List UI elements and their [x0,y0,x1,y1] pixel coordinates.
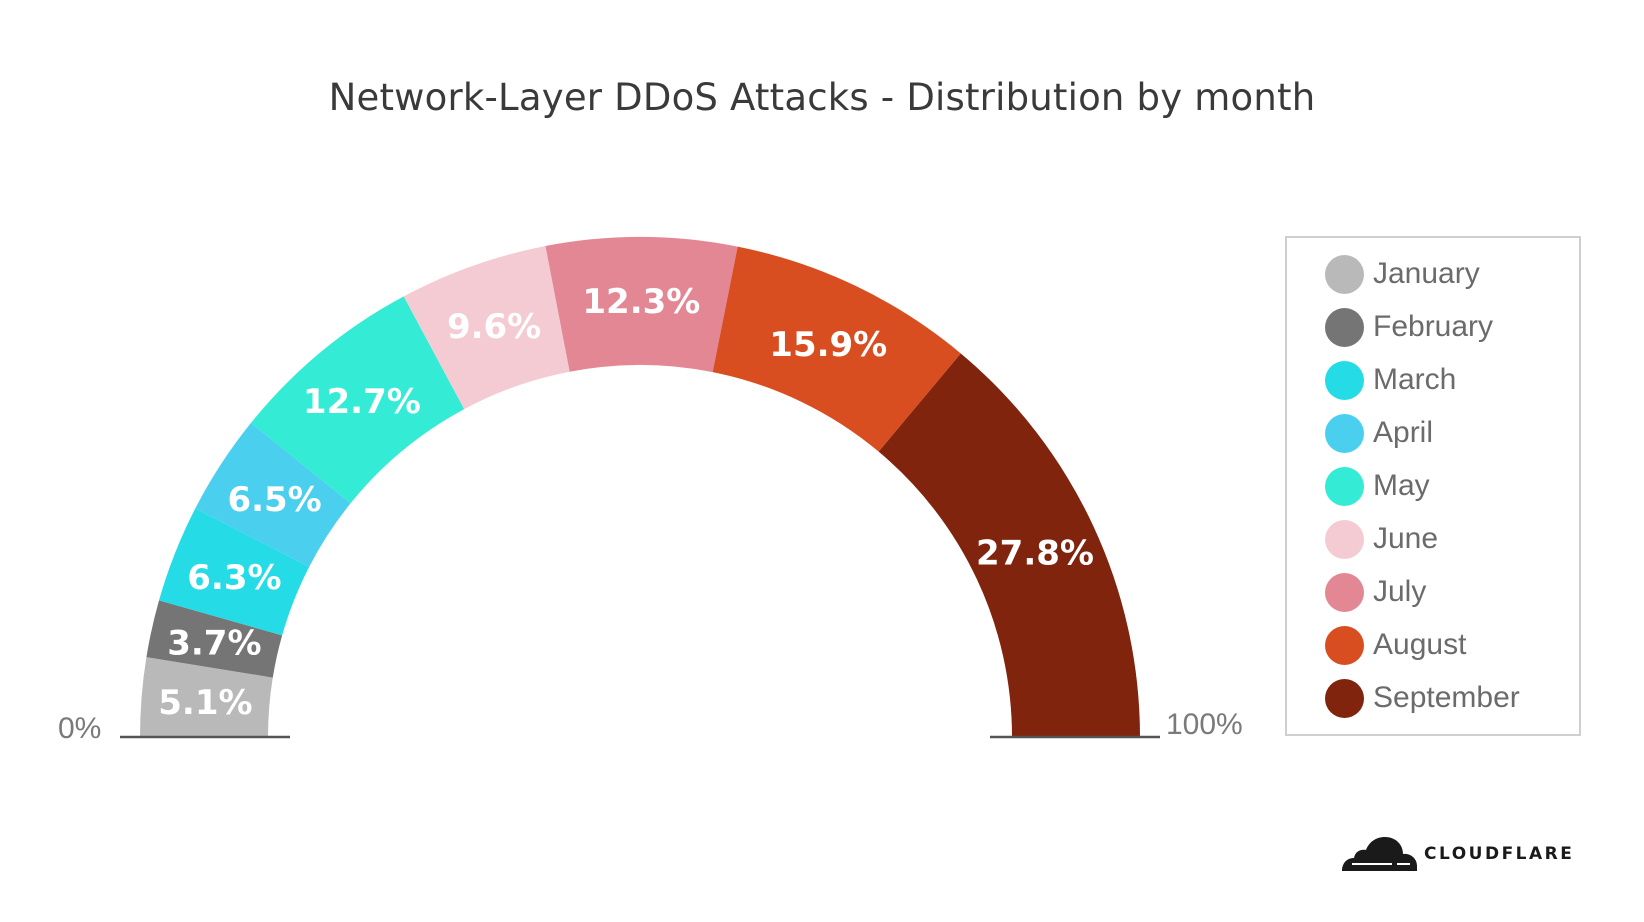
segment-may [250,296,465,504]
legend-item-january: January [1325,254,1480,294]
segment-september [878,353,1140,737]
segment-january [140,657,273,737]
legend-item-march: March [1325,360,1456,400]
legend-swatch-icon [1325,254,1364,294]
axis-max-label: 100% [1166,708,1243,741]
segment-label-march: 6.3% [187,558,281,598]
legend-item-june: June [1325,519,1438,559]
segment-label-june: 9.6% [447,307,541,347]
cloud-logo-icon [1342,837,1417,871]
legend-label: August [1373,628,1467,661]
segment-april [195,422,351,567]
legend-label: April [1373,416,1434,449]
legend-item-february: February [1325,307,1493,347]
segment-label-february: 3.7% [167,623,261,663]
legend-label: February [1373,310,1494,343]
legend-label: July [1373,575,1427,608]
legend-swatch-icon [1325,466,1364,506]
segment-label-september: 27.8% [976,533,1094,573]
legend-swatch-icon [1325,307,1364,347]
segment-march [159,508,310,636]
segment-july [545,237,738,373]
chart-segment-labels: 5.1% 3.7% 6.3% 6.5% 12.7% 9.6% 12.3% 15.9% 27.8% [158,282,1094,723]
legend-item-august: August [1325,625,1466,665]
legend-swatch-icon [1325,519,1364,559]
legend-item-september: September [1325,678,1520,718]
chart-title: Network-Layer DDoS Attacks - Distributio… [328,76,1316,119]
segment-label-august: 15.9% [769,325,887,365]
segment-august [712,246,961,452]
chart-legend: January February March April May June July Augu… [1285,236,1581,736]
chart-segments [140,237,1140,737]
legend-label: January [1373,257,1480,290]
cloudflare-logo: CLOUDFLARE [1340,836,1574,872]
legend-item-july: July [1325,572,1426,612]
segment-label-january: 5.1% [158,683,252,723]
legend-label: March [1373,363,1457,396]
segment-label-may: 12.7% [303,382,421,422]
legend-item-may: May [1325,466,1430,506]
legend-item-april: April [1325,413,1433,453]
legend-swatch-icon [1325,413,1364,453]
legend-swatch-icon [1325,360,1364,400]
segment-february [146,600,283,678]
brand-name: CLOUDFLARE [1424,844,1575,864]
legend-swatch-icon [1325,572,1364,612]
segment-june [403,246,570,410]
legend-label: September [1373,681,1520,714]
legend-label: May [1373,469,1430,502]
legend-label: June [1373,522,1439,555]
segment-label-july: 12.3% [582,282,700,322]
legend-swatch-icon [1325,678,1364,718]
axis-min-label: 0% [58,712,102,745]
segment-label-april: 6.5% [227,480,321,520]
legend-swatch-icon [1325,625,1364,665]
